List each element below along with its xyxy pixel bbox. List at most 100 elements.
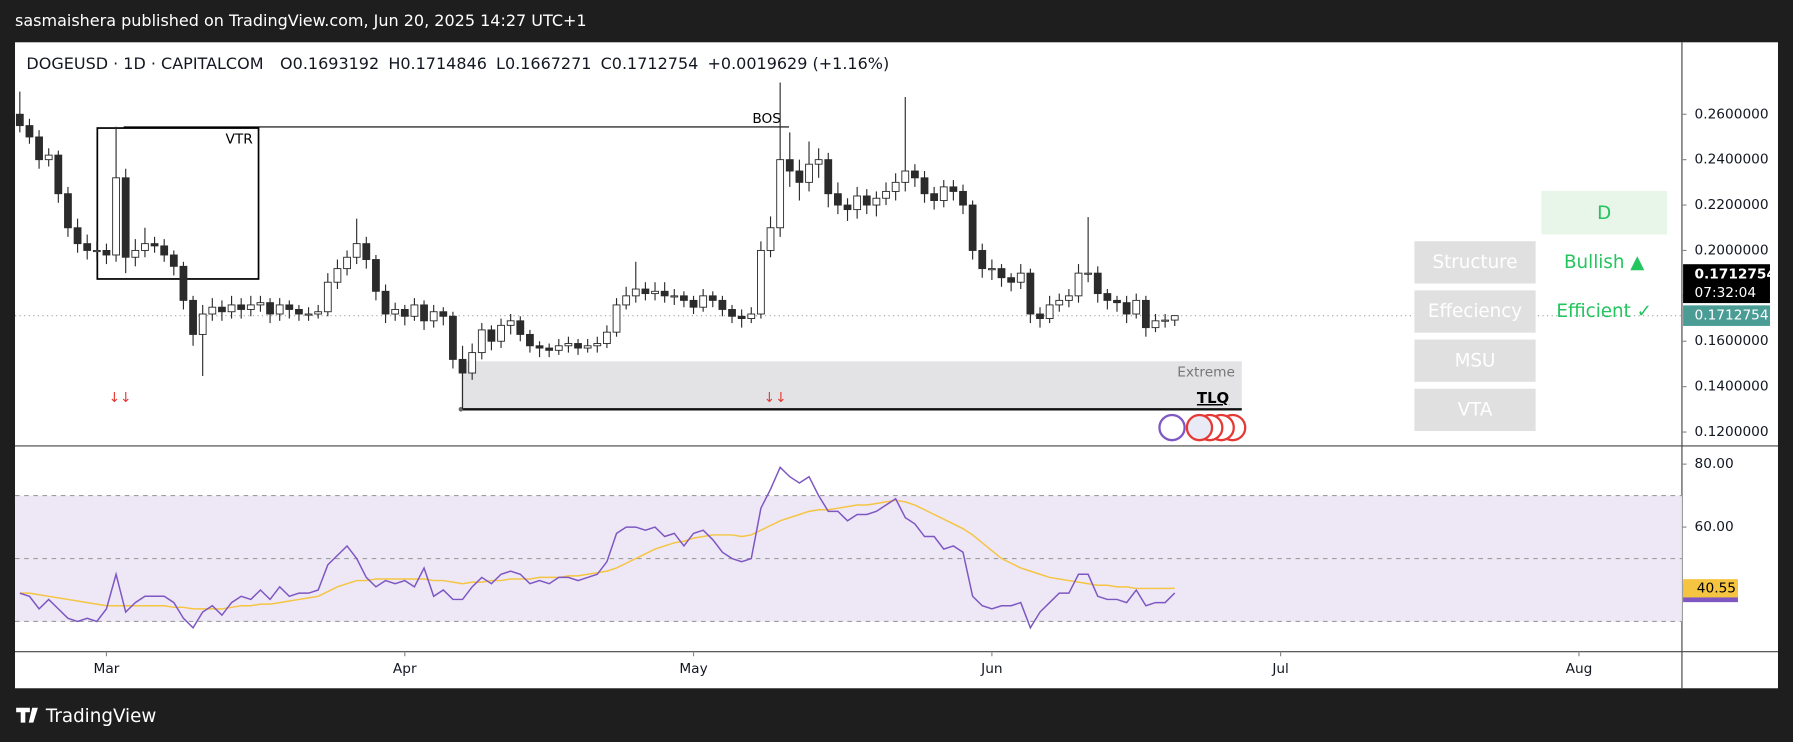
- footer-brand: TradingView: [45, 706, 157, 727]
- logo-mark: [16, 707, 38, 723]
- candle-body: [54, 154, 63, 195]
- candle-body: [410, 304, 419, 317]
- candle-body: [25, 125, 34, 138]
- candle-body: [237, 304, 246, 310]
- candle-body: [1093, 272, 1102, 295]
- extreme-zone: [460, 361, 1242, 411]
- candle-body: [362, 243, 371, 260]
- candle-body: [92, 249, 101, 253]
- candle-body: [458, 358, 467, 374]
- candle-body: [882, 190, 890, 199]
- candle-body: [1141, 299, 1150, 329]
- panel-box: [1414, 290, 1536, 333]
- candle-body: [285, 304, 294, 310]
- candle-body: [275, 304, 284, 315]
- y-tick-label: 0.1400000: [1695, 379, 1769, 395]
- candle-body: [987, 268, 996, 271]
- plot: Extreme TLQ VTR BOS ↓↓ ↓↓: [15, 82, 1682, 442]
- candle-body: [1026, 272, 1035, 315]
- x-tick-label: Aug: [1566, 661, 1593, 677]
- candle-body: [323, 281, 332, 313]
- candle-body: [102, 249, 111, 256]
- y-tick-label: 60.00: [1695, 519, 1734, 535]
- candle-body: [718, 299, 727, 310]
- panel-label: Structure: [1432, 252, 1517, 273]
- panel-status: Bullish ▲: [1564, 252, 1644, 273]
- candle-body: [1113, 299, 1121, 304]
- candle-body: [1170, 315, 1179, 321]
- candle-body: [785, 159, 794, 172]
- candle-body: [1122, 302, 1131, 315]
- candle-body: [959, 190, 967, 206]
- countdown-price: 0.1712754: [1695, 266, 1776, 282]
- candle-body: [911, 170, 919, 179]
- candle-body: [747, 313, 756, 320]
- candle-body: [978, 249, 987, 270]
- candle-body: [381, 290, 390, 315]
- candle-body: [487, 329, 496, 342]
- candle-body: [420, 304, 428, 322]
- candle-body: [853, 195, 862, 211]
- candle-body: [862, 195, 871, 206]
- panel-label: MSU: [1455, 350, 1496, 371]
- candle-body: [1103, 293, 1112, 301]
- candle-body: [35, 136, 43, 161]
- ohlc-value: 0.1714846: [400, 54, 487, 73]
- event-icon: [1158, 413, 1186, 442]
- legend-line: DOGEUSD · 1D · CAPITALCOM O0.1693192 H0.1…: [26, 54, 889, 73]
- x-tick-label: Mar: [94, 661, 120, 677]
- candle-body: [757, 249, 765, 315]
- countdown: 07:32:04: [1695, 285, 1757, 301]
- candle-body: [766, 227, 775, 251]
- indicator-panel: D Structure Effeciency MSU VTA Bullish ▲…: [1414, 190, 1668, 432]
- candle-body: [121, 177, 130, 258]
- candle-body: [1064, 295, 1073, 301]
- candle-body: [227, 304, 236, 313]
- candle-body: [1016, 272, 1025, 283]
- candle-body: [843, 204, 852, 211]
- event-icon: [1185, 413, 1214, 442]
- candle-body: [949, 186, 958, 192]
- header: sasmaishera published on TradingView.com…: [15, 11, 587, 30]
- panel-box: [1414, 388, 1536, 432]
- y-tick-label: 0.2000000: [1695, 242, 1769, 258]
- candle-body: [131, 249, 140, 258]
- candle-body: [1055, 299, 1064, 306]
- candle-body: [246, 304, 255, 310]
- candle-body: [1132, 299, 1141, 315]
- candle-body: [189, 299, 197, 335]
- signal-arrows: ↓↓: [764, 390, 787, 406]
- candle-body: [497, 324, 505, 342]
- vtr-label: VTR: [226, 131, 254, 147]
- indicator-value-box: [1683, 579, 1738, 598]
- candle-body: [506, 320, 515, 326]
- candle-body: [15, 113, 24, 127]
- candle-body: [429, 311, 438, 322]
- timeframe-box: [1541, 190, 1668, 235]
- last-price-label: 0.1712754: [1695, 308, 1769, 324]
- candle-body: [554, 345, 563, 351]
- candle-body: [1084, 272, 1093, 275]
- candle-body: [439, 311, 448, 317]
- candle-body: [526, 333, 534, 347]
- ohlc-key: H: [388, 54, 400, 73]
- candle-body: [574, 343, 582, 349]
- candle-body: [449, 315, 457, 360]
- event-icons: [1158, 413, 1247, 442]
- candle-body: [930, 193, 939, 201]
- panel-box: [1414, 241, 1536, 284]
- candle-body: [343, 256, 351, 270]
- candle-body: [708, 295, 717, 301]
- candle-body: [208, 306, 217, 315]
- candle-body: [891, 181, 900, 192]
- candle-body: [795, 170, 804, 183]
- timeframe: D: [1597, 203, 1611, 224]
- candle-body: [169, 254, 178, 267]
- candle-body: [314, 311, 323, 315]
- change: +0.0019629 (+1.16%): [707, 54, 889, 73]
- panel-label: Effeciency: [1428, 301, 1522, 322]
- candle-body: [776, 159, 785, 229]
- y-tick-label: 0.1200000: [1695, 424, 1769, 440]
- candle-body: [1007, 277, 1016, 283]
